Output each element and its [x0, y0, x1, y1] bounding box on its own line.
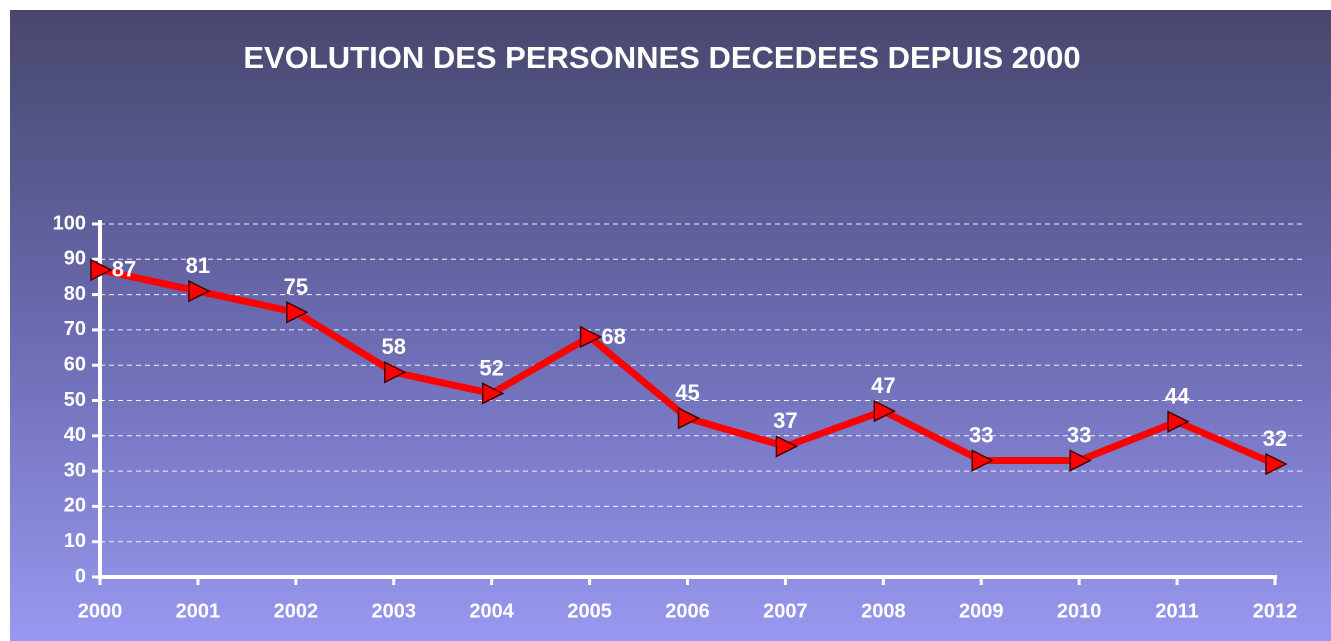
y-tick-label: 80	[64, 283, 86, 305]
data-label: 87	[112, 257, 136, 282]
data-label: 33	[1067, 422, 1091, 447]
marker	[384, 361, 407, 384]
x-tick-label: 2005	[567, 600, 612, 622]
y-tick-label: 60	[64, 353, 86, 375]
marker	[1265, 452, 1288, 476]
x-tick-label: 2000	[78, 600, 123, 622]
y-tick-label: 0	[75, 565, 86, 587]
data-label: 58	[382, 334, 406, 359]
y-tick-label: 70	[64, 318, 86, 340]
data-label: 45	[675, 380, 699, 405]
y-tick-label: 20	[64, 495, 86, 517]
marker	[90, 258, 113, 282]
x-tick-label: 2008	[861, 600, 906, 622]
data-label: 44	[1165, 383, 1190, 408]
x-tick-label: 2004	[469, 600, 514, 622]
data-label: 75	[284, 274, 308, 299]
marker	[873, 399, 897, 423]
x-tick-label: 2010	[1057, 600, 1102, 622]
x-tick-label: 2001	[176, 600, 221, 622]
marker	[481, 382, 505, 405]
marker	[775, 435, 799, 458]
y-tick-label: 90	[64, 248, 86, 270]
marker	[1069, 449, 1092, 472]
chart-title: EVOLUTION DES PERSONNES DECEDEES DEPUIS …	[243, 40, 1080, 75]
data-label: 37	[773, 408, 797, 433]
data-label: 33	[969, 422, 993, 447]
chart-background	[10, 10, 1331, 641]
data-label: 81	[186, 253, 210, 278]
data-label: 52	[479, 355, 503, 380]
data-label: 68	[601, 324, 625, 349]
marker	[971, 449, 994, 472]
x-tick-label: 2002	[274, 600, 319, 622]
marker	[188, 279, 211, 303]
y-tick-label: 50	[64, 389, 86, 411]
marker	[286, 301, 309, 324]
marker	[579, 325, 603, 349]
x-tick-label: 2006	[665, 600, 710, 622]
data-label: 32	[1263, 426, 1287, 451]
x-tick-label: 2007	[763, 600, 808, 622]
x-tick-label: 2012	[1253, 600, 1298, 622]
data-label: 47	[871, 373, 895, 398]
y-tick-label: 30	[64, 459, 86, 481]
x-tick-label: 2003	[372, 600, 417, 622]
y-tick-label: 100	[53, 212, 86, 234]
x-tick-label: 2009	[959, 600, 1004, 622]
marker	[677, 406, 701, 430]
y-tick-label: 40	[64, 424, 86, 446]
x-tick-label: 2011	[1155, 600, 1198, 622]
marker	[1167, 410, 1190, 433]
y-tick-label: 10	[64, 530, 86, 552]
